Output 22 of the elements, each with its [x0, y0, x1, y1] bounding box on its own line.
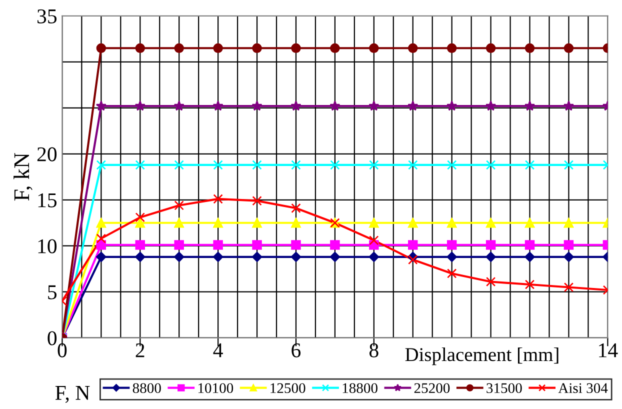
- legend-label: 18800: [342, 383, 378, 394]
- x-tick-label: 14: [599, 343, 618, 358]
- legend-label: 25200: [414, 383, 450, 394]
- y-tick-label: 0: [48, 331, 57, 346]
- y-tick-label: 15: [38, 193, 57, 208]
- y-tick-label: 10: [38, 239, 57, 254]
- legend-label: Aisi 304: [558, 383, 608, 394]
- legend-label: 8800: [132, 383, 161, 394]
- y-axis-title: F, kN: [14, 152, 32, 201]
- x-tick-label: 0: [58, 343, 67, 358]
- legend-title: F, N: [55, 386, 90, 403]
- legend-label: 12500: [270, 383, 306, 394]
- y-tick-label: 20: [37, 147, 57, 162]
- y-tick-label: 5: [48, 285, 57, 300]
- x-tick-label: 4: [213, 343, 223, 358]
- legend-label: 31500: [486, 383, 522, 394]
- x-tick-label: 6: [292, 343, 301, 358]
- y-tick-label: 35: [38, 9, 57, 24]
- legend-label: 10100: [198, 383, 234, 394]
- x-axis-title: Displacement [mm]: [405, 347, 558, 366]
- x-tick-label: 2: [136, 343, 144, 358]
- x-tick-label: 8: [369, 343, 378, 358]
